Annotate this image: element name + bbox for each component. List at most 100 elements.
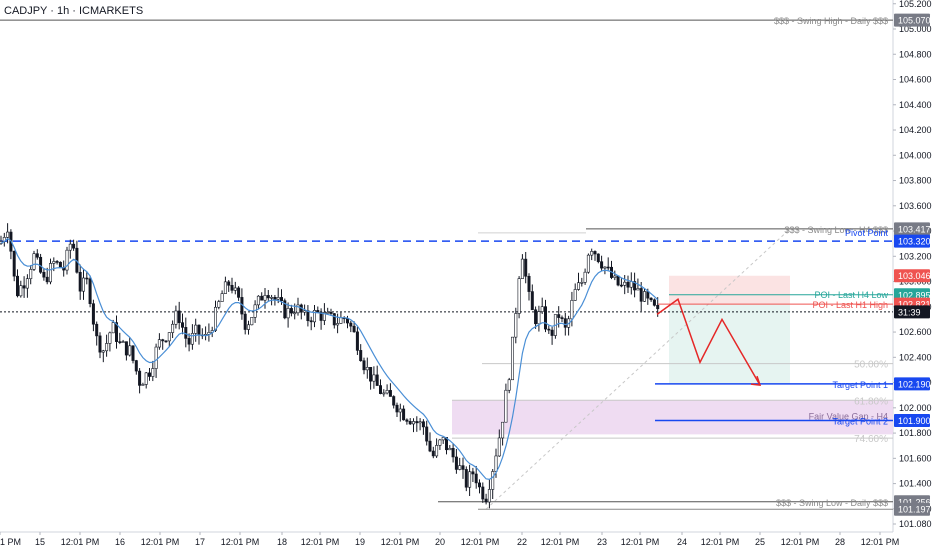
- candle-body: [560, 317, 564, 319]
- y-tick-label: 103.800: [899, 176, 932, 186]
- candle-body: [273, 296, 277, 300]
- candle-body: [42, 271, 46, 278]
- price-label-text: 101.900: [898, 416, 931, 426]
- price-label-box: [894, 269, 930, 283]
- candle-body: [95, 323, 99, 337]
- fair-value-gap-zone: [452, 400, 893, 435]
- candle-body: [148, 372, 152, 377]
- x-tick-label: 22: [517, 537, 527, 547]
- y-tick-label: 103.200: [899, 251, 932, 261]
- x-tick-label: 16: [115, 537, 125, 547]
- x-tick-label: 12:01 PM: [541, 537, 580, 547]
- candle-body: [484, 498, 488, 503]
- candle-body: [527, 275, 531, 292]
- candle-body: [108, 332, 112, 344]
- candle-body: [138, 370, 142, 386]
- candle-body: [157, 339, 161, 348]
- candle-body: [32, 253, 36, 270]
- candle-body: [613, 275, 617, 278]
- candle-body: [309, 320, 313, 323]
- candle-body: [606, 266, 610, 269]
- candle-body: [39, 256, 43, 273]
- candle-body: [266, 295, 270, 299]
- candle-body: [270, 296, 274, 299]
- y-tick-label: 101.800: [899, 428, 932, 438]
- candle-body: [247, 324, 251, 330]
- candle-body: [378, 385, 382, 394]
- stop-loss-zone: [669, 275, 790, 305]
- candle-body: [316, 310, 320, 313]
- y-tick-label: 102.400: [899, 352, 932, 362]
- candle-body: [237, 287, 241, 298]
- candle-body: [128, 345, 132, 356]
- y-tick-label: 104.200: [899, 125, 932, 135]
- candle-body: [82, 277, 86, 292]
- x-tick-label: 12:01 PM: [621, 537, 660, 547]
- candle-body: [504, 389, 508, 423]
- candle-body: [164, 340, 168, 343]
- y-tick-label: 104.600: [899, 75, 932, 85]
- y-tick-label: 104.800: [899, 49, 932, 59]
- price-label-box: [894, 222, 930, 236]
- y-tick-label: 101.400: [899, 479, 932, 489]
- candle-body: [233, 287, 237, 291]
- projection-path: [656, 298, 761, 386]
- x-tick-label: 12:01 PM: [301, 537, 340, 547]
- candle-body: [68, 243, 72, 251]
- candle-body: [58, 261, 62, 268]
- candle-body: [220, 293, 224, 302]
- candle-body: [276, 297, 280, 300]
- candle-body: [448, 447, 452, 451]
- candle-body: [296, 304, 300, 314]
- candle-body: [171, 323, 175, 333]
- candle-body: [52, 261, 56, 264]
- candle-body: [65, 249, 69, 271]
- candle-body: [497, 437, 501, 457]
- candle-body: [540, 306, 544, 312]
- price-label-text: 103.320: [898, 237, 931, 247]
- candle-body: [543, 306, 547, 330]
- candle-body: [6, 231, 10, 238]
- candle-body: [174, 310, 178, 325]
- x-tick-label: 17: [195, 537, 205, 547]
- candle-body: [12, 250, 16, 277]
- candle-body: [507, 379, 511, 391]
- candle-body: [161, 339, 165, 342]
- candle-body: [312, 310, 316, 323]
- candle-body: [593, 251, 597, 255]
- x-tick-label: 28: [835, 537, 845, 547]
- candle-body: [550, 329, 554, 336]
- candle-body: [458, 465, 462, 470]
- candle-body: [227, 281, 231, 286]
- x-tick-label: 18: [277, 537, 287, 547]
- candle-body: [115, 322, 119, 342]
- candle-body: [623, 281, 627, 286]
- candle-body: [639, 288, 643, 302]
- candle-body: [144, 372, 148, 385]
- candle-body: [372, 374, 376, 382]
- candle-body: [303, 310, 307, 313]
- candle-body: [78, 271, 82, 292]
- candle-body: [223, 281, 227, 294]
- candle-body: [293, 312, 297, 315]
- y-tick-label: 102.000: [899, 403, 932, 413]
- price-label-text: 102.190: [898, 379, 931, 389]
- price-label-text: 102.821: [898, 300, 931, 310]
- candle-body: [586, 254, 590, 273]
- x-tick-label: 15: [35, 537, 45, 547]
- swing-low-h4-label: $$$ - Swing Low - H4 $$$: [784, 225, 888, 235]
- candle-body: [494, 455, 498, 472]
- candle-body: [29, 269, 33, 280]
- candle-body: [411, 421, 415, 425]
- candle-body: [477, 482, 481, 488]
- candle-body: [45, 276, 49, 283]
- moving-average-line: [0, 237, 659, 481]
- candle-body: [425, 426, 429, 442]
- take-profit-zone: [669, 304, 790, 384]
- candle-body: [385, 390, 389, 394]
- candle-body: [481, 486, 485, 500]
- candle-body: [441, 437, 445, 441]
- candle-body: [375, 374, 379, 386]
- candle-body: [359, 350, 363, 362]
